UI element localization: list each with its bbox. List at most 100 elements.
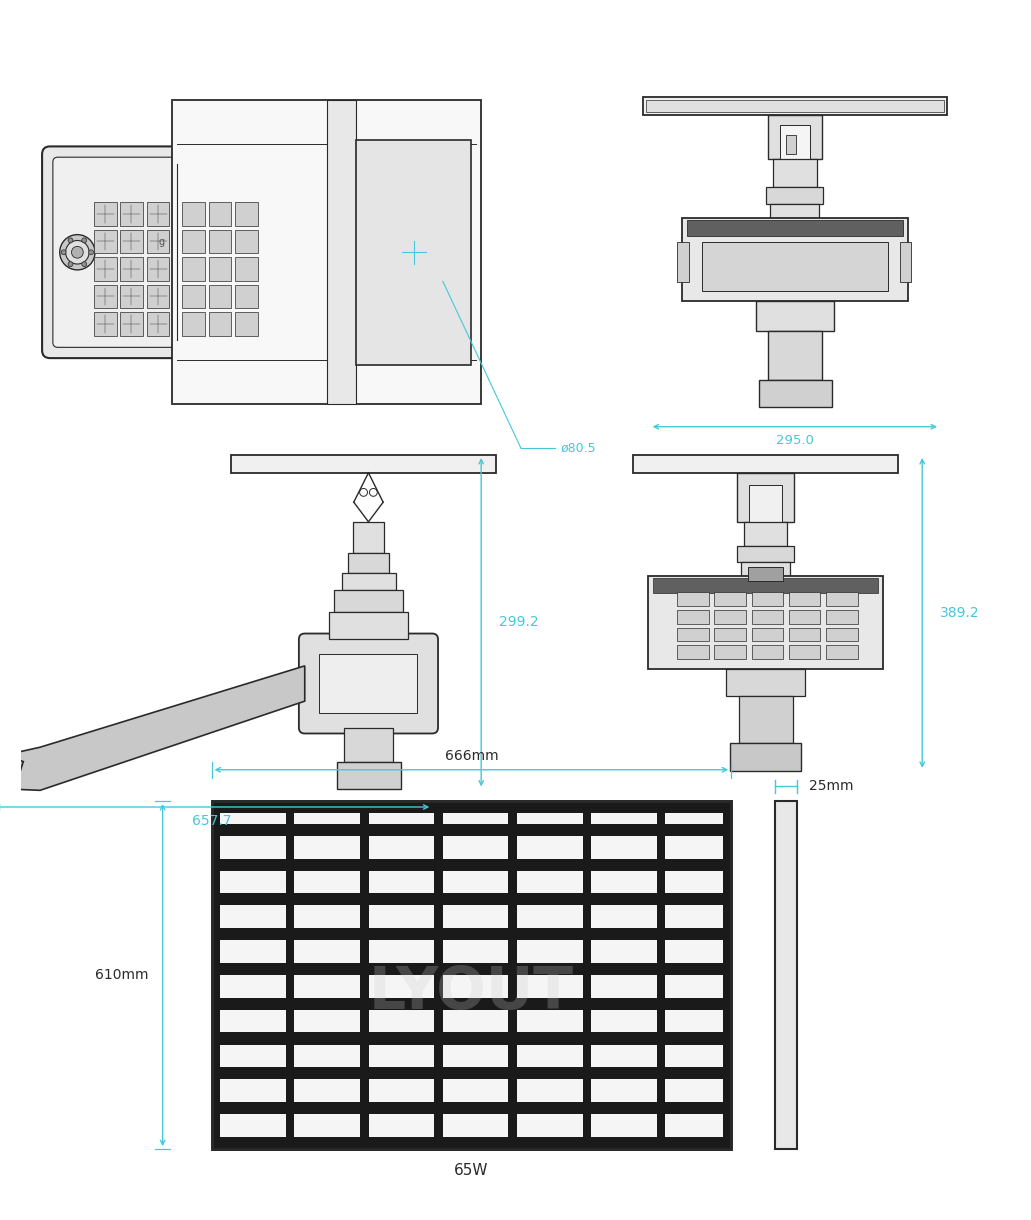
Bar xyxy=(773,159,818,187)
Bar xyxy=(759,379,832,407)
Bar xyxy=(121,257,143,281)
Circle shape xyxy=(60,234,95,270)
Bar xyxy=(353,522,385,553)
Polygon shape xyxy=(620,874,629,891)
Bar xyxy=(786,134,796,154)
Bar xyxy=(752,610,783,623)
Bar xyxy=(235,203,258,226)
Bar xyxy=(741,562,790,576)
Circle shape xyxy=(402,240,426,265)
Bar xyxy=(826,610,858,623)
Bar xyxy=(360,963,434,975)
Circle shape xyxy=(458,116,465,124)
Bar xyxy=(583,802,591,836)
Bar xyxy=(677,610,708,623)
Bar xyxy=(826,593,858,606)
Bar xyxy=(657,963,731,975)
Bar xyxy=(434,928,508,941)
Bar xyxy=(286,1102,360,1114)
Bar xyxy=(360,802,368,836)
Bar xyxy=(182,284,205,309)
Bar xyxy=(687,220,902,235)
Circle shape xyxy=(365,204,462,300)
Bar xyxy=(211,1102,286,1114)
Polygon shape xyxy=(545,1082,555,1099)
Bar xyxy=(583,1102,657,1114)
Bar xyxy=(182,203,205,226)
Bar xyxy=(211,1032,286,1044)
Text: 295.0: 295.0 xyxy=(776,434,813,447)
Circle shape xyxy=(368,249,375,256)
Bar xyxy=(211,1137,286,1149)
Bar xyxy=(657,1044,665,1080)
Polygon shape xyxy=(694,1118,703,1135)
Bar xyxy=(677,627,708,642)
Bar xyxy=(583,928,657,941)
Bar xyxy=(657,1080,665,1114)
Bar xyxy=(94,284,117,309)
Polygon shape xyxy=(545,874,555,891)
Bar xyxy=(768,331,823,379)
Bar xyxy=(730,743,801,771)
Bar xyxy=(677,645,708,659)
Bar xyxy=(583,941,591,975)
Polygon shape xyxy=(471,908,480,926)
Bar xyxy=(208,312,231,336)
Polygon shape xyxy=(397,804,406,821)
Bar xyxy=(657,1102,731,1114)
Bar xyxy=(657,871,665,905)
Polygon shape xyxy=(694,1013,703,1030)
Bar xyxy=(508,871,517,905)
Bar xyxy=(583,893,657,905)
Bar xyxy=(286,1137,360,1149)
Polygon shape xyxy=(545,1048,555,1065)
Bar xyxy=(360,1010,368,1044)
Bar xyxy=(647,576,883,669)
Bar xyxy=(211,802,221,836)
Polygon shape xyxy=(248,1082,258,1099)
Bar xyxy=(657,941,665,975)
Circle shape xyxy=(439,218,447,227)
Polygon shape xyxy=(545,908,555,926)
Bar xyxy=(172,100,481,404)
Bar xyxy=(211,836,221,871)
Circle shape xyxy=(188,381,196,388)
Bar xyxy=(780,124,810,159)
Polygon shape xyxy=(248,1118,258,1135)
Circle shape xyxy=(89,250,94,255)
Bar xyxy=(508,941,517,975)
Polygon shape xyxy=(545,804,555,821)
Bar xyxy=(235,257,258,281)
Bar xyxy=(211,905,221,941)
Bar xyxy=(508,963,583,975)
Polygon shape xyxy=(471,943,480,960)
Bar xyxy=(360,871,368,905)
Bar xyxy=(434,824,508,836)
Polygon shape xyxy=(397,838,406,855)
Bar xyxy=(434,859,508,871)
FancyBboxPatch shape xyxy=(299,633,438,733)
Bar xyxy=(360,975,368,1010)
Circle shape xyxy=(81,262,87,267)
Bar xyxy=(657,975,665,1010)
Text: g: g xyxy=(159,238,165,248)
Polygon shape xyxy=(323,1013,332,1030)
Polygon shape xyxy=(248,908,258,926)
Bar xyxy=(826,627,858,642)
Bar xyxy=(434,998,508,1010)
Bar xyxy=(508,836,517,871)
Polygon shape xyxy=(0,666,305,791)
Circle shape xyxy=(410,290,418,298)
Circle shape xyxy=(452,249,460,256)
Bar xyxy=(743,522,787,547)
Circle shape xyxy=(392,231,435,274)
Bar xyxy=(434,1044,442,1080)
Bar xyxy=(583,859,657,871)
Polygon shape xyxy=(620,1048,629,1065)
Bar xyxy=(677,243,689,282)
Bar xyxy=(286,859,360,871)
Bar xyxy=(633,455,898,473)
Text: 65W: 65W xyxy=(454,1163,489,1179)
Polygon shape xyxy=(620,908,629,926)
Bar xyxy=(286,802,295,836)
